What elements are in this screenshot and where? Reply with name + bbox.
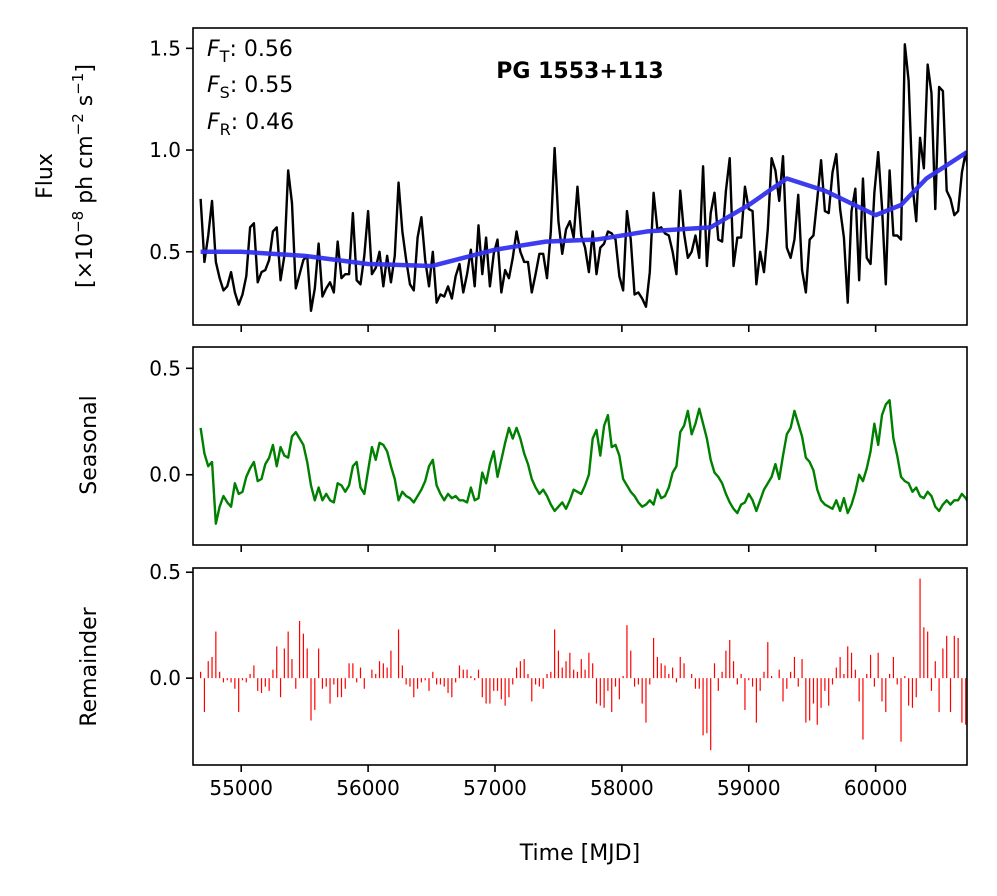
stat-fr: FR: 0.46: [207, 110, 294, 139]
seasonal-panel: 0.0 0.5: [149, 346, 968, 552]
flux-y-tick-label: 1.5: [149, 36, 181, 60]
flux-frame: [192, 27, 968, 326]
seasonal-series-line: [199, 399, 967, 525]
remainder-panel: 0.0 0.5 55000 56000 57000 58000 59000 60000: [149, 560, 968, 800]
seasonal-ylabel: Seasonal: [77, 395, 102, 494]
remainder-data: [200, 578, 967, 751]
x-tick-label: 60000: [844, 776, 908, 800]
x-axis-label: Time [MJD]: [519, 841, 640, 866]
remainder-ylabel: Remainder: [77, 606, 102, 726]
flux-y-tick-label: 0.5: [149, 240, 181, 264]
x-tick-label: 58000: [590, 776, 654, 800]
x-tick-label: 59000: [717, 776, 781, 800]
flux-data: [199, 43, 967, 312]
flux-ylabel-line1: Flux: [33, 153, 58, 199]
seasonal-y-tick-label: 0.0: [149, 463, 181, 487]
stats-annotation: FT: 0.56 FS: 0.55 FR: 0.46: [207, 37, 294, 139]
seasonal-frame: [192, 346, 968, 546]
x-tick-label: 57000: [463, 776, 527, 800]
x-tick-label: 56000: [336, 776, 400, 800]
remainder-y-tick-label: 0.5: [149, 560, 181, 584]
remainder-frame: [192, 567, 968, 766]
x-tick-label: 55000: [209, 776, 273, 800]
stat-ft: FT: 0.56: [207, 37, 293, 66]
flux-ylabel-line2: [×10−8 ph cm−2 s−1]: [69, 64, 98, 288]
flux-panel: 0.5 1.0 1.5: [149, 27, 968, 332]
remainder-y-tick-label: 0.0: [149, 666, 181, 690]
seasonal-data: [199, 399, 967, 525]
chart-title: PG 1553+113: [496, 59, 663, 84]
stat-fs: FS: 0.55: [207, 73, 293, 102]
flux-y-tick-label: 1.0: [149, 138, 181, 162]
seasonal-y-tick-label: 0.5: [149, 356, 181, 380]
trend-series-line: [200, 150, 967, 269]
